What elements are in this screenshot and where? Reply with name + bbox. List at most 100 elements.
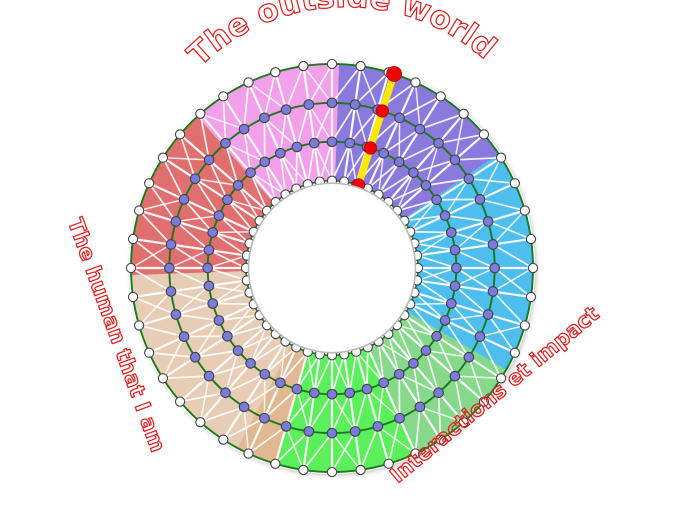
graph-node [433,137,444,149]
graph-node [445,298,457,309]
graph-node [165,286,177,297]
graph-node [326,427,338,439]
donut-hole [247,182,417,354]
highlight-node [386,66,403,82]
graph-node [463,173,475,185]
graph-node [433,387,444,399]
graph-node [344,387,356,399]
graph-node [355,464,366,476]
graph-node [372,421,384,432]
graph-node [435,434,446,445]
graph-node [157,152,169,163]
highlight-node [363,141,378,155]
graph-node [355,60,366,72]
graph-node [449,244,461,256]
graph-node [408,167,419,178]
graph-node [238,123,250,135]
graph-node [207,227,219,238]
graph-node [431,330,442,342]
graph-node [213,315,225,326]
graph-node [238,401,250,413]
graph-node [519,205,531,216]
graph-node [170,216,182,227]
graph-node [178,331,190,342]
graph-node [125,262,137,274]
graph-node [378,147,389,159]
graph-node [326,136,338,148]
graph-node [291,141,303,153]
graph-node [489,262,501,274]
graph-node [414,401,426,413]
graph-node [174,396,186,407]
graph-node [144,347,155,358]
graph-node [259,412,270,424]
graph-node [189,351,201,363]
graph-node [291,383,303,395]
graph-node [222,194,233,206]
graph-node [303,99,315,110]
graph-node [474,331,486,342]
graph-node [449,370,461,382]
graph-node [220,387,231,399]
graph-node [414,123,426,135]
graph-node [213,210,225,221]
graph-node [435,91,446,102]
graph-node [450,262,462,274]
graph-node [308,137,320,149]
graph-node [232,345,244,356]
graph-node [383,458,394,469]
graph-node [378,377,389,389]
graph-node [222,330,233,342]
graph-node [298,464,309,476]
graph-node [393,368,405,380]
graph-node [259,112,270,124]
graph-node [275,147,286,159]
graph-node [174,129,186,140]
graph-node [203,154,215,166]
graph-node [326,388,338,400]
graph-node [220,137,231,149]
graph-node [439,210,451,221]
graph-node [349,99,361,110]
graph-node [127,233,139,245]
graph-node [487,239,499,250]
graph-node [509,178,520,189]
graph-node [420,345,432,356]
graph-node [303,426,315,437]
graph-node [259,368,271,380]
graph-node [431,194,442,206]
graph-node [326,97,338,109]
graph-node [326,58,338,70]
graph-node [245,358,256,369]
graph-node [527,262,539,274]
graph-nodes[interactable] [125,58,539,478]
graph-node [478,129,490,140]
graph-node [170,309,182,320]
graph-node [218,91,229,102]
graph-node [474,194,486,205]
graph-node [157,373,169,384]
graph-node [245,167,256,178]
graph-node [203,370,215,382]
graph-node [344,137,356,149]
graph-node [232,180,244,191]
graph-node [195,108,206,119]
graph-node [393,156,405,168]
graph-node [243,448,254,459]
graph-node [259,156,271,168]
graph-node [449,280,461,292]
graph-node [482,309,494,320]
graph-node [203,280,215,292]
highlight-node [375,104,389,118]
highlighted-radial-path[interactable] [355,70,398,189]
graph-node [178,194,190,205]
graph-node [189,173,201,185]
graph-node [509,347,520,358]
graph-node [458,417,469,428]
graph-node [482,216,494,227]
graph-node [218,434,229,445]
graph-node [275,377,286,389]
graph-node [519,320,531,331]
graph-node [203,244,215,256]
